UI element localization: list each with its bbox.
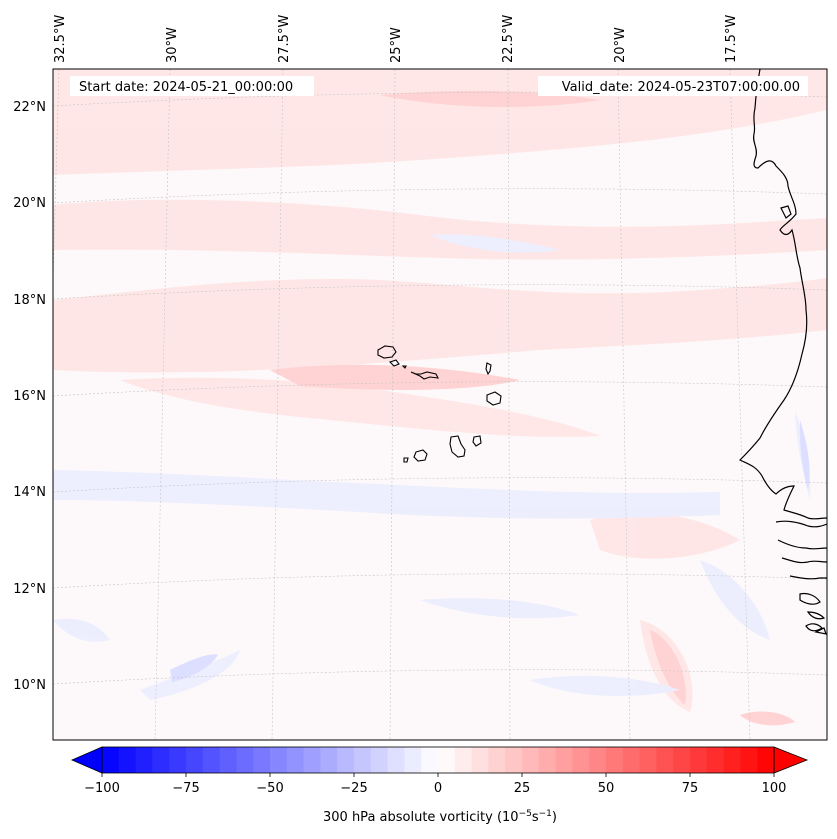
african-coastline — [738, 69, 827, 635]
colorbar-cell — [639, 747, 657, 773]
colorbar-ticks: −100 −75 −50 −25 0 25 50 75 100 — [84, 773, 786, 796]
valid-date-text: Valid_date: 2024-05-23T07:00:00.00 — [562, 80, 800, 95]
latitude-labels: 22°N 20°N 18°N 16°N 14°N 12°N 10°N — [13, 100, 46, 693]
colorbar-cells — [102, 747, 775, 773]
island-fogo — [413, 449, 428, 462]
lon-label-20w: 20°W — [613, 27, 628, 63]
island-sao-nicolau — [410, 371, 439, 380]
negative-vorticity-core — [170, 420, 810, 682]
island-santa-luzia — [401, 365, 407, 369]
colorbar-cell — [270, 747, 288, 773]
map-frame — [52, 68, 828, 741]
colorbar-max-extension — [773, 746, 809, 774]
map-panel — [53, 69, 827, 740]
lon-label-30w: 30°W — [165, 27, 180, 63]
colorbar-cell — [421, 747, 439, 773]
colorbar-cell — [723, 747, 741, 773]
colorbar-cell — [656, 747, 674, 773]
colorbar-tick-label: 50 — [598, 781, 615, 796]
lat-label-18n: 18°N — [13, 293, 46, 308]
colorbar-cell — [354, 747, 372, 773]
colorbar-cell — [404, 747, 422, 773]
colorbar-cell — [152, 747, 170, 773]
island-brava — [403, 457, 409, 463]
colorbar-cell — [169, 747, 187, 773]
colorbar-cell — [589, 747, 607, 773]
colorbar-cell — [673, 747, 691, 773]
lat-label-14n: 14°N — [13, 485, 46, 500]
colorbar-tick-label: −100 — [84, 781, 120, 796]
lon-label-32-5w: 32.5°W — [53, 15, 68, 63]
colorbar-cell — [606, 747, 624, 773]
colorbar-cell — [236, 747, 254, 773]
longitude-labels: 32.5°W 30°W 27.5°W 25°W 22.5°W 20°W 17.5… — [53, 15, 739, 63]
colorbar-cell — [438, 747, 456, 773]
colorbar-cell — [320, 747, 338, 773]
lat-label-10n: 10°N — [13, 678, 46, 693]
colorbar-cell — [522, 747, 540, 773]
colorbar-cell — [102, 747, 120, 773]
colorbar-cell — [488, 747, 506, 773]
colorbar-cell — [286, 747, 304, 773]
colorbar-cell — [706, 747, 724, 773]
island-boa-vista — [486, 391, 502, 406]
colorbar-min-extension — [70, 746, 103, 774]
colorbar-cell — [538, 747, 556, 773]
colorbar-cell — [118, 747, 136, 773]
colorbar-cell — [757, 747, 775, 773]
lon-label-17-5w: 17.5°W — [724, 15, 739, 63]
colorbar-tick-label: −75 — [172, 781, 199, 796]
colorbar-cell — [219, 747, 237, 773]
colorbar-cell — [387, 747, 405, 773]
colorbar-cell — [135, 747, 153, 773]
island-santo-antao — [377, 345, 397, 359]
start-date-box — [70, 76, 314, 96]
colorbar-cell — [202, 747, 220, 773]
colorbar-cell — [572, 747, 590, 773]
colorbar-cell — [253, 747, 271, 773]
colorbar: −100 −75 −50 −25 0 25 50 75 100 300 hPa absolute… — [70, 746, 809, 825]
colorbar-tick-label: −25 — [340, 781, 367, 796]
lat-label-22n: 22°N — [13, 100, 46, 115]
island-sal — [485, 362, 492, 376]
colorbar-cell — [337, 747, 355, 773]
colorbar-cell — [622, 747, 640, 773]
negative-vorticity-shading — [53, 234, 811, 700]
colorbar-label: 300 hPa absolute vorticity (10−5s−1) — [323, 809, 557, 825]
colorbar-cell — [555, 747, 573, 773]
cape-verde-islands — [377, 345, 502, 463]
lat-label-12n: 12°N — [13, 582, 46, 597]
colorbar-cell — [454, 747, 472, 773]
colorbar-tick-label: −50 — [256, 781, 283, 796]
valid-date-box — [538, 76, 808, 96]
lon-label-27-5w: 27.5°W — [277, 15, 292, 63]
colorbar-tick-label: 25 — [514, 781, 531, 796]
colorbar-cell — [471, 747, 489, 773]
positive-vorticity-core — [270, 90, 795, 726]
colorbar-cell — [690, 747, 708, 773]
island-sao-vicente — [388, 359, 400, 367]
colorbar-cell — [303, 747, 321, 773]
lat-label-20n: 20°N — [13, 196, 46, 211]
colorbar-cell — [740, 747, 758, 773]
island-maio — [472, 435, 482, 447]
island-santiago — [449, 435, 466, 458]
colorbar-cell — [186, 747, 204, 773]
colorbar-cell — [370, 747, 388, 773]
lon-label-22-5w: 22.5°W — [501, 15, 516, 63]
lon-label-25w: 25°W — [389, 27, 404, 63]
start-date-text: Start date: 2024-05-21_00:00:00 — [79, 80, 293, 95]
colorbar-tick-label: 100 — [762, 781, 787, 796]
lat-label-16n: 16°N — [13, 389, 46, 404]
colorbar-tick-label: 75 — [682, 781, 699, 796]
colorbar-tick-label: 0 — [434, 781, 442, 796]
colorbar-cell — [505, 747, 523, 773]
